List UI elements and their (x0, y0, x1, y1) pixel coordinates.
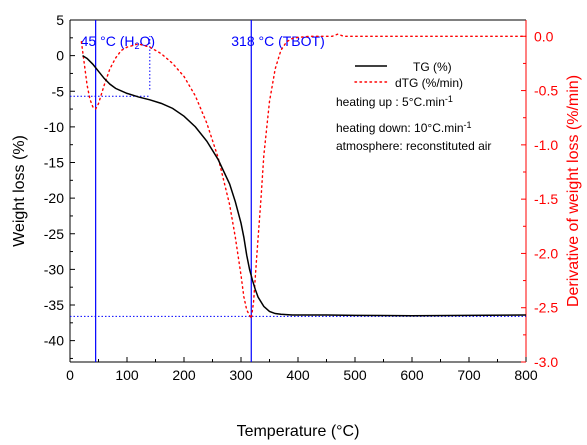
legend-tg-label: TG (%) (413, 60, 452, 74)
dtg-series-line (80, 33, 527, 321)
note-text: heating up : 5°C.min-1 (336, 94, 453, 109)
legend-dtg-label: dTG (%/min) (395, 76, 463, 90)
y-right-tick-label: -2.5 (534, 300, 558, 316)
y-right-tick-label: -2.0 (534, 245, 558, 261)
x-tick-label: 400 (286, 367, 310, 383)
y-left-tick-label: -15 (44, 155, 64, 171)
annotation-h2o-part: 45 °C (H (81, 33, 135, 49)
x-tick-label: 100 (115, 367, 139, 383)
note-text: heating down: 10°C.min-1 (336, 120, 472, 135)
annotation-h2o-part: O) (140, 33, 156, 49)
y-left-tick-label: -10 (44, 119, 64, 135)
x-tick-label: 300 (229, 367, 253, 383)
x-tick-label: 0 (66, 367, 74, 383)
y-left-tick-label: -30 (44, 261, 64, 277)
y-left-tick-label: -35 (44, 297, 64, 313)
x-tick-label: 500 (343, 367, 367, 383)
y-right-axis-label: Derivative of weight loss (%/min) (565, 75, 582, 307)
x-tick-label: 200 (172, 367, 196, 383)
note-text-part: -1 (445, 94, 453, 104)
y-left-tick-label: 0 (56, 48, 64, 64)
y-right-tick-label: 0.0 (534, 28, 554, 44)
y-left-tick-label: -5 (52, 83, 65, 99)
y-right-tick-label: -1.0 (534, 137, 558, 153)
x-tick-label: 600 (400, 367, 424, 383)
x-axis-label: Temperature (°C) (237, 423, 360, 440)
y-left-tick-label: -20 (44, 190, 64, 206)
note-text-part: heating up : 5°C.min (336, 95, 445, 109)
note-text-part: -1 (464, 120, 472, 130)
y-right-tick-label: -3.0 (534, 354, 558, 370)
x-tick-label: 700 (457, 367, 481, 383)
annotation-tbot: 318 °C (TBOT) (231, 33, 325, 49)
note-text: atmosphere: reconstituted air (336, 139, 491, 153)
y-right-tick-label: -1.5 (534, 191, 558, 207)
annotation-h2o-part: 2 (134, 41, 139, 51)
y-left-tick-label: -40 (44, 333, 64, 349)
note-text-part: atmosphere: reconstituted air (336, 139, 491, 153)
x-tick-label: 800 (514, 367, 538, 383)
y-right-tick-label: -0.5 (534, 83, 558, 99)
y-left-tick-label: 5 (56, 12, 64, 28)
annotation-h2o: 45 °C (H2O) (81, 33, 155, 51)
tg-series-line (82, 54, 527, 317)
y-left-tick-label: -25 (44, 226, 64, 242)
y-left-axis-label: Weight loss (%) (11, 135, 28, 247)
note-text-part: heating down: 10°C.min (336, 121, 464, 135)
